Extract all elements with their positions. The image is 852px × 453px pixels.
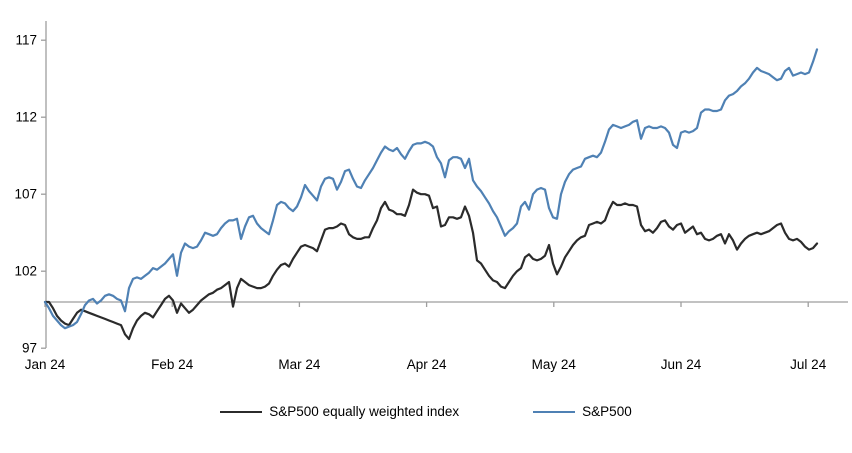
x-axis-label-Jul 24: Jul 24 [790, 357, 827, 372]
plot-area: Jan 24 Feb 24 Mar 24 Apr 24 May 24 Jun 24 Jul … [14, 21, 848, 372]
series-line-equal-weight [43, 188, 819, 341]
legend-label-sp500: S&P500 [582, 404, 632, 419]
x-axis-label-Feb 24: Feb 24 [151, 357, 194, 372]
x-axis-label-Mar 24: Mar 24 [278, 357, 321, 372]
y-axis-label-107: 107 [14, 187, 37, 202]
legend-item-sp500: S&P500 [533, 404, 632, 419]
x-axis-label-Apr 24: Apr 24 [407, 357, 447, 372]
equal-weight-line-swatch [220, 410, 263, 413]
series-line-sp500 [43, 48, 819, 330]
legend-item-equal-weight: S&P500 equally weighted index [220, 404, 459, 419]
sp500-line-swatch [533, 410, 576, 413]
y-axis-label-117: 117 [15, 33, 37, 48]
y-axis-label-97: 97 [22, 341, 37, 356]
chart-legend: S&P500 equally weighted index S&P500 [0, 404, 852, 419]
x-axis-label-Jan 24: Jan 24 [25, 357, 66, 372]
x-axis-label-Jun 24: Jun 24 [661, 357, 702, 372]
x-axis-label-May 24: May 24 [532, 357, 577, 372]
legend-label-equal-weight: S&P500 equally weighted index [269, 404, 460, 419]
y-axis-label-102: 102 [14, 264, 37, 279]
y-axis-label-112: 112 [15, 110, 37, 125]
